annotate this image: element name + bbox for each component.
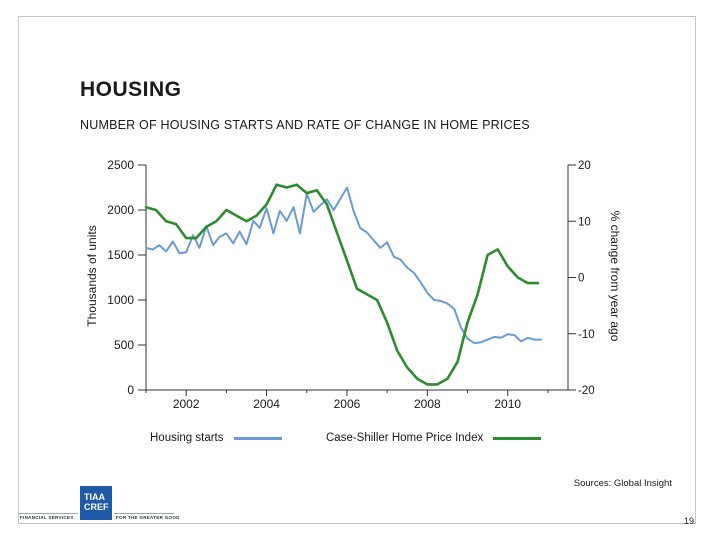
- tiaa-cref-logo: TIAA CREF: [78, 484, 114, 522]
- y-axis-label: Thousands of units: [85, 225, 99, 326]
- y-tick-label: 2000: [107, 203, 134, 217]
- y-tick-label: 2500: [107, 158, 134, 172]
- legend-swatch-housing-starts: [233, 436, 282, 440]
- legend-swatch-home-price-index: [493, 436, 542, 440]
- footer-rule-right: [114, 513, 174, 514]
- legend-label-home-price-index: Case-Shiller Home Price Index: [326, 432, 484, 444]
- x-tick-label: 2004: [253, 397, 280, 411]
- y2-tick-label: 0: [578, 273, 584, 285]
- y2-tick-label: -20: [578, 385, 595, 397]
- footer-rule-left: [18, 513, 78, 514]
- footer-caption-right: FOR THE GREATER GOOD: [116, 515, 180, 520]
- slide-subtitle: NUMBER OF HOUSING STARTS AND RATE OF CHA…: [80, 118, 530, 132]
- page-number: 19: [683, 516, 694, 526]
- legend-label-housing-starts: Housing starts: [150, 432, 224, 444]
- y-tick-label: 500: [114, 338, 134, 352]
- slide-title: HOUSING: [80, 78, 182, 101]
- y2-axis-label: % change from year ago: [608, 211, 622, 342]
- y2-tick-label: 10: [578, 216, 591, 228]
- x-tick-label: 2002: [173, 397, 200, 411]
- source-note: Sources: Global Insight: [573, 478, 672, 489]
- housing-starts-line: [145, 186, 543, 345]
- home-price-index-line: [144, 183, 540, 386]
- footer-caption-left: FINANCIAL SERVICES: [20, 515, 74, 520]
- y2-tick-label: -10: [578, 329, 595, 341]
- logo-mark: TIAA CREF: [80, 486, 112, 520]
- y-tick-label: 1000: [107, 293, 134, 307]
- slide-frame: [18, 16, 696, 524]
- legend-housing-starts: Housing starts: [150, 432, 282, 444]
- x-tick-label: 2006: [334, 397, 361, 411]
- x-tick-label: 2008: [414, 397, 441, 411]
- y2-tick-label: 20: [578, 160, 591, 172]
- legend-home-price-index: Case-Shiller Home Price Index: [326, 432, 542, 444]
- y-tick-label: 0: [127, 383, 134, 397]
- x-tick-label: 2010: [494, 397, 521, 411]
- y-tick-label: 1500: [107, 248, 134, 262]
